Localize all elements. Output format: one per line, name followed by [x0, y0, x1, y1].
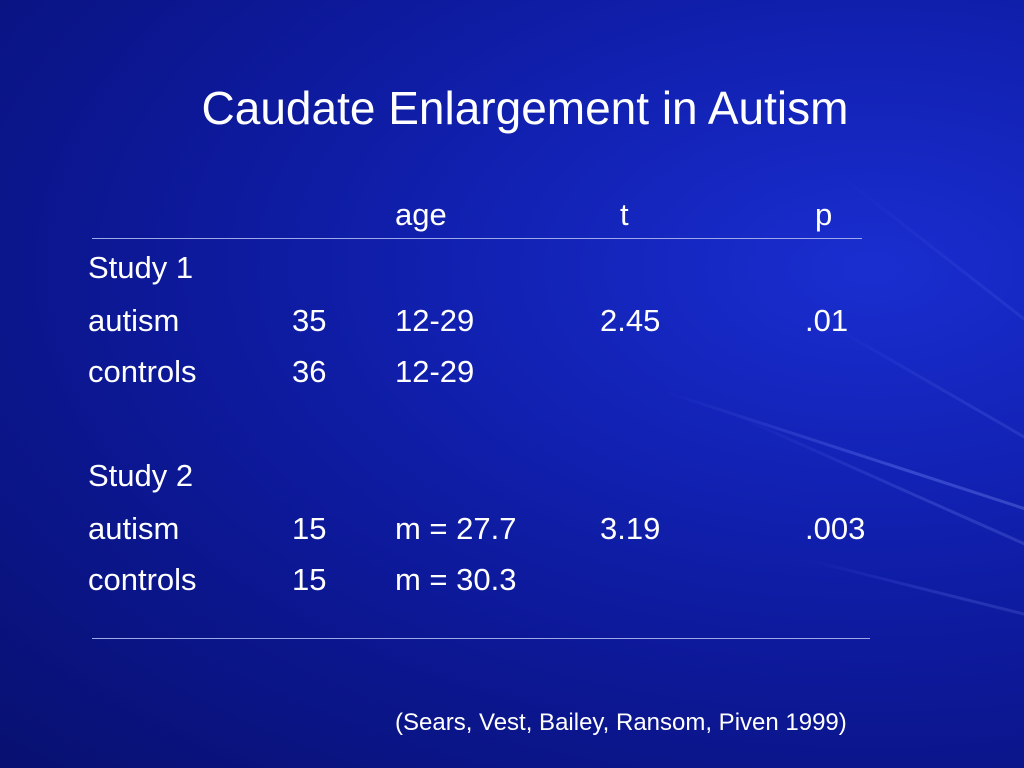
- table-cell-n: 15: [292, 562, 327, 597]
- table-cell-age: m = 27.7: [395, 511, 517, 546]
- study-label: Study 2: [88, 458, 194, 493]
- column-header-p: p: [815, 197, 833, 232]
- table-cell-group: controls: [88, 562, 197, 597]
- table-cell-age: 12-29: [395, 303, 475, 338]
- table-cell-t: 3.19: [600, 511, 661, 546]
- table-cell-group: autism: [88, 303, 180, 338]
- table-cell-n: 35: [292, 303, 327, 338]
- column-header-age: age: [395, 197, 447, 232]
- table-cell-age: m = 30.3: [395, 562, 517, 597]
- header-rule: [92, 238, 862, 239]
- table-cell-group: autism: [88, 511, 180, 546]
- column-header-t: t: [620, 197, 629, 232]
- table-cell-group: controls: [88, 354, 197, 389]
- table-cell-p: .01: [805, 303, 849, 338]
- table-cell-p: .003: [805, 511, 866, 546]
- table-cell-n: 15: [292, 511, 327, 546]
- footer-rule: [92, 638, 870, 639]
- table-cell-t: 2.45: [600, 303, 661, 338]
- table-cell-n: 36: [292, 354, 327, 389]
- table-cell-age: 12-29: [395, 354, 475, 389]
- study-label: Study 1: [88, 250, 194, 285]
- slide-title: Caudate Enlargement in Autism: [201, 82, 849, 134]
- citation: (Sears, Vest, Bailey, Ransom, Piven 1999…: [395, 709, 847, 736]
